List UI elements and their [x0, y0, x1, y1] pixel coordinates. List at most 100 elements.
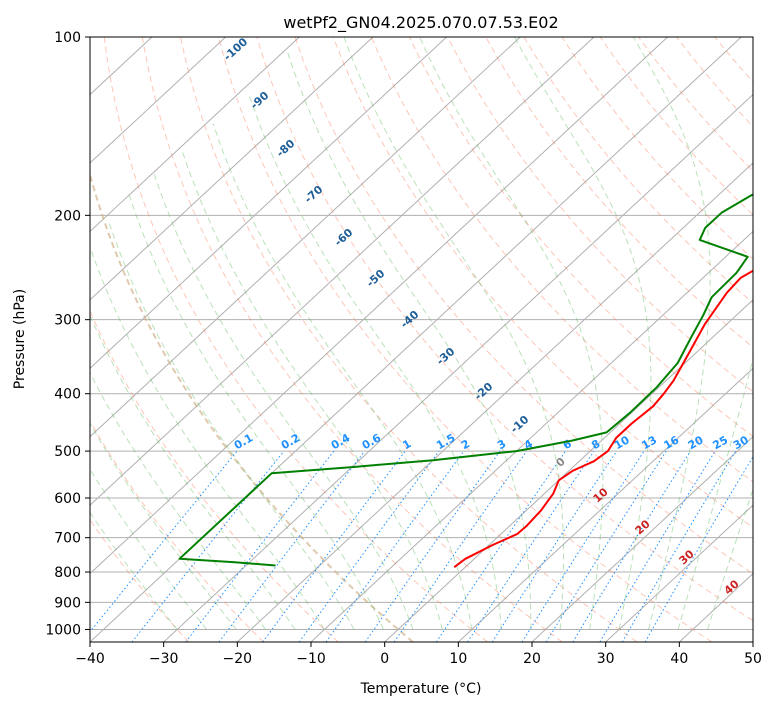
isotherm-line — [678, 572, 753, 642]
dry-adiabat-line — [103, 37, 488, 642]
mixing-ratio-line — [90, 450, 238, 633]
isotherm-label: -20 — [472, 380, 496, 403]
mixing-ratio-line — [298, 450, 440, 642]
mixing-ratio-label: 2 — [459, 437, 472, 452]
dry-adiabat-line — [752, 37, 753, 38]
isotherm-label: -60 — [332, 226, 356, 249]
mixing-ratio-line — [325, 450, 465, 642]
mixing-ratio-label: 25 — [711, 433, 731, 452]
moist-adiabat-line — [153, 173, 414, 630]
isotherm-line — [90, 37, 521, 438]
background-lines — [90, 37, 753, 642]
dry-adiabat-line — [90, 171, 414, 642]
mixing-ratio-label: 0.2 — [279, 431, 302, 452]
moist-adiabat-line — [128, 195, 384, 630]
x-tick-label: 50 — [744, 651, 762, 667]
theta-e-label: 20 — [633, 517, 653, 537]
dry-adiabat-line — [408, 37, 753, 438]
chart-title: wetPf2_GN04.2025.070.07.53.E02 — [283, 13, 558, 33]
isotherm-line — [90, 37, 595, 506]
mixing-ratio-line — [393, 450, 528, 642]
dry-adiabat-line — [485, 37, 753, 348]
y-tick-label: 500 — [54, 444, 81, 460]
isotherm-line — [236, 162, 753, 642]
dry-adiabat-line — [561, 37, 753, 260]
dry-adiabat-line — [256, 37, 753, 622]
x-tick-label: −40 — [75, 651, 105, 667]
reference-line-labels: 0.1 0.2 0.4 0.6 1 1.5 2 3 4 6 8 10 13 16 20 25 30 36-100-… — [221, 37, 772, 597]
moist-adiabat-line — [343, 37, 564, 630]
dry-adiabat-line — [90, 309, 339, 642]
mixing-ratio-line — [364, 450, 501, 642]
mixing-ratio-line — [572, 450, 691, 642]
y-tick-label: 1000 — [45, 622, 81, 638]
dry-adiabat-line — [447, 37, 753, 393]
x-tick-label: −20 — [223, 651, 253, 667]
isotherm-line — [90, 37, 300, 233]
x-tick-label: 20 — [523, 651, 541, 667]
theta-e-label: 0 — [553, 455, 568, 470]
moist-adiabat-line — [90, 511, 178, 630]
isotherm-line — [531, 436, 753, 642]
mixing-ratio-label: 36 — [752, 433, 772, 452]
isotherm-line — [752, 641, 753, 642]
moist-adiabat-line — [248, 94, 502, 630]
mixing-ratio-line — [185, 450, 335, 642]
moist-adiabat-line — [419, 37, 604, 630]
mixing-ratio-label: 0.6 — [360, 431, 384, 452]
y-axis-label: Pressure (hPa) — [12, 289, 28, 389]
mixing-ratio-line — [521, 450, 645, 642]
dry-adiabat-line — [90, 519, 190, 642]
moist-adiabat-line — [677, 355, 753, 630]
y-tick-label: 300 — [54, 313, 81, 329]
moist-adiabat-line — [632, 37, 711, 630]
moist-adiabat-line — [212, 123, 473, 630]
y-tick-label: 200 — [54, 208, 81, 224]
mixing-ratio-label: 20 — [686, 433, 706, 452]
isotherm-line — [384, 299, 753, 642]
mixing-ratio-line — [545, 450, 667, 642]
theta-e-label: 10 — [591, 485, 611, 505]
mixing-ratio-label: 3 — [495, 437, 508, 452]
dewpoint-profile-line — [178, 193, 753, 567]
mixing-ratio-line — [467, 450, 595, 642]
isotherm-label: -90 — [248, 89, 272, 112]
mixing-ratio-line — [644, 455, 753, 642]
mixing-ratio-label: 10 — [612, 433, 632, 452]
isotherm-line — [90, 37, 226, 164]
profile-lines — [178, 193, 753, 568]
moist-adiabat-line — [90, 468, 207, 630]
isotherm-label: -80 — [274, 137, 298, 160]
y-axis: 100 200 300 400 500 600 700 800 900 1000 — [45, 30, 90, 638]
y-tick-label: 100 — [54, 30, 81, 46]
x-tick-label: 10 — [449, 651, 467, 667]
isotherm-line — [457, 367, 753, 642]
mixing-ratio-label: 16 — [662, 433, 682, 452]
moist-adiabat-line — [108, 221, 355, 630]
moist-adiabat-line — [707, 487, 753, 630]
temperature-profile-line — [453, 269, 753, 568]
moist-adiabat-line — [90, 245, 325, 630]
theta-e-label: 40 — [722, 577, 742, 597]
isotherm-line — [90, 37, 668, 575]
theta-e-label: 30 — [677, 547, 697, 567]
dry-adiabat-line — [370, 37, 753, 483]
x-tick-label: −10 — [296, 651, 326, 667]
isotherm-label: -30 — [434, 345, 458, 368]
dry-adiabat-line — [180, 37, 638, 642]
y-tick-label: 800 — [54, 565, 81, 581]
x-tick-label: 30 — [597, 651, 615, 667]
y-tick-label: 400 — [54, 387, 81, 403]
moist-adiabat-line — [514, 37, 652, 630]
isotherm-label: -50 — [364, 267, 388, 290]
x-axis-label: Temperature (°C) — [360, 681, 482, 697]
dry-adiabat-line — [294, 37, 753, 575]
dry-adiabat-line — [90, 420, 264, 642]
isotherm-label: -70 — [302, 183, 326, 206]
y-tick-label: 700 — [54, 531, 81, 547]
mixing-ratio-line — [262, 450, 406, 642]
mixing-ratio-line — [435, 450, 566, 642]
isotherm-line — [90, 37, 374, 301]
mixing-ratio-line — [599, 450, 716, 642]
